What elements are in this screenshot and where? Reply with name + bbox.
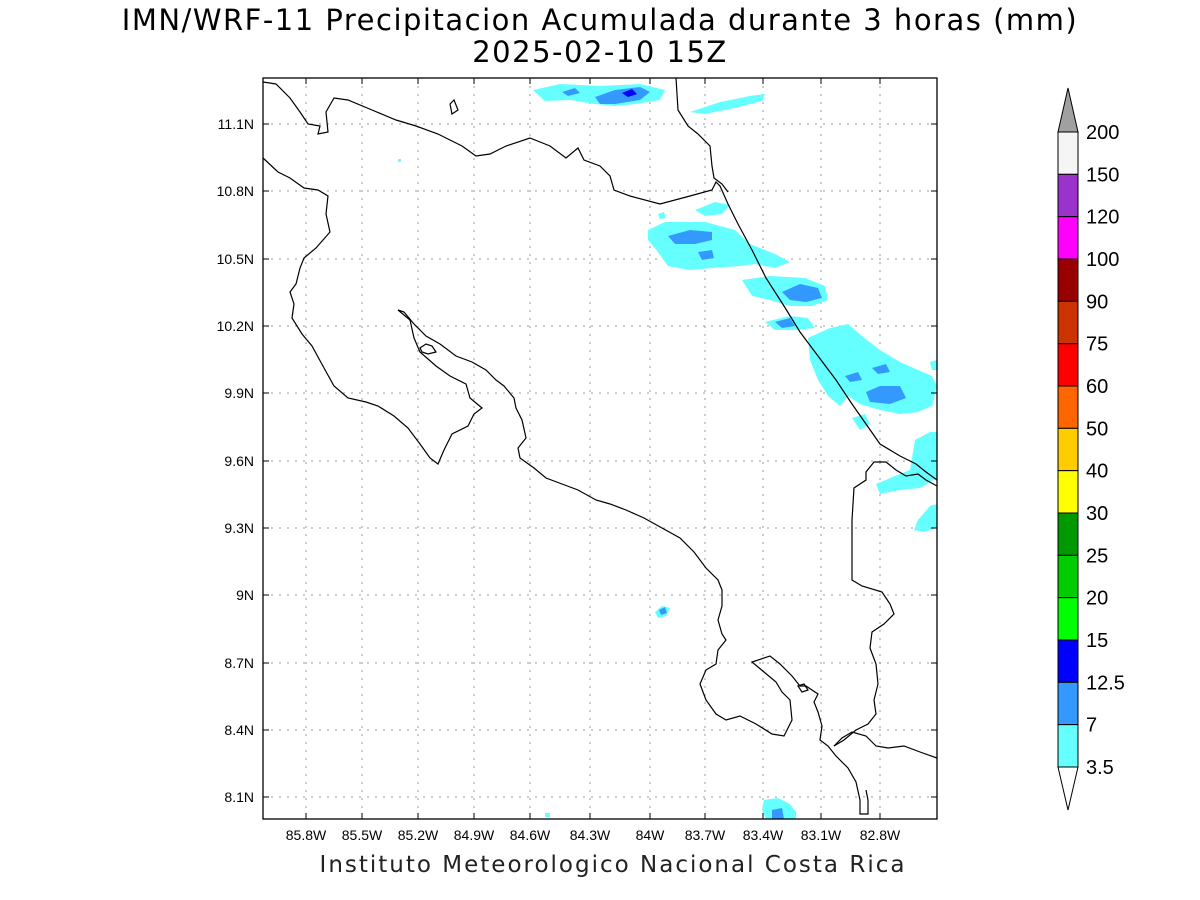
lon-label: 82.8W bbox=[860, 827, 901, 843]
colorbar-label: 150 bbox=[1086, 164, 1119, 186]
colorbar-label: 100 bbox=[1086, 249, 1119, 271]
lon-label: 84W bbox=[636, 827, 666, 843]
latitude-labels: 11.1N 10.8N 10.5N 10.2N 9.9N 9.6N 9.3N 9… bbox=[217, 116, 254, 805]
lat-label: 10.8N bbox=[217, 183, 254, 199]
lat-label: 8.7N bbox=[224, 655, 254, 671]
lat-label: 10.5N bbox=[217, 251, 254, 267]
precipitation-shading bbox=[398, 84, 937, 819]
map-title: IMN/WRF-11 Precipitacion Acumulada duran… bbox=[121, 3, 1079, 37]
colorbar-swatch bbox=[1057, 427, 1079, 472]
colorbar-label: 120 bbox=[1086, 207, 1119, 229]
colorbar-swatch bbox=[1057, 258, 1079, 302]
axis-ticks bbox=[263, 78, 937, 819]
colorbar-swatch bbox=[1057, 681, 1079, 726]
colorbar-label: 3.5 bbox=[1086, 757, 1114, 779]
colorbar-swatch bbox=[1057, 639, 1079, 683]
colorbar-label: 25 bbox=[1086, 545, 1108, 567]
colorbar-bottom-arrow bbox=[1057, 766, 1079, 811]
colorbar-label: 200 bbox=[1086, 122, 1119, 144]
colorbar-label: 50 bbox=[1086, 418, 1108, 440]
colorbar-swatch bbox=[1057, 300, 1079, 345]
colorbar-label: 12.5 bbox=[1086, 672, 1125, 694]
lon-label: 84.6W bbox=[510, 827, 551, 843]
colorbar-swatch bbox=[1057, 470, 1079, 514]
colorbar-label: 90 bbox=[1086, 291, 1108, 313]
colorbar-swatch bbox=[1057, 554, 1079, 599]
footer-institution: Instituto Meteorologico Nacional Costa R… bbox=[319, 852, 907, 878]
lat-label: 11.1N bbox=[218, 116, 254, 132]
colorbar: 200 150 120 100 90 75 60 50 40 30 25 20 15 12.5 7 3.5 bbox=[1057, 87, 1125, 811]
lat-label: 9.3N bbox=[224, 520, 254, 536]
colorbar-swatch bbox=[1057, 173, 1079, 218]
colorbar-swatch bbox=[1057, 597, 1079, 641]
colorbar-swatch bbox=[1057, 385, 1079, 429]
colorbar-label: 7 bbox=[1086, 715, 1097, 737]
colorbar-label: 75 bbox=[1086, 334, 1108, 356]
colorbar-label: 15 bbox=[1086, 630, 1108, 652]
lon-label: 84.3W bbox=[570, 827, 611, 843]
lon-label: 85.8W bbox=[286, 827, 327, 843]
lat-label: 9N bbox=[236, 587, 254, 603]
map-frame bbox=[263, 78, 937, 819]
colorbar-label: 40 bbox=[1086, 461, 1108, 483]
colorbar-label: 30 bbox=[1086, 503, 1108, 525]
lat-label: 8.4N bbox=[224, 722, 254, 738]
coastline bbox=[263, 78, 937, 815]
lon-label: 85.2W bbox=[398, 827, 439, 843]
lon-label: 85.5W bbox=[342, 827, 383, 843]
lon-label: 83.7W bbox=[685, 827, 726, 843]
lat-label: 10.2N bbox=[217, 318, 254, 334]
colorbar-swatch bbox=[1057, 216, 1079, 260]
colorbar-label: 20 bbox=[1086, 588, 1108, 610]
colorbar-label: 60 bbox=[1086, 376, 1108, 398]
lon-label: 84.9W bbox=[454, 827, 495, 843]
lon-label: 83.1W bbox=[801, 827, 842, 843]
colorbar-swatch bbox=[1057, 343, 1079, 387]
longitude-labels: 85.8W 85.5W 85.2W 84.9W 84.6W 84.3W 84W … bbox=[286, 827, 901, 843]
lat-label: 9.6N bbox=[224, 453, 254, 469]
map-gridlines bbox=[263, 78, 937, 819]
colorbar-top-arrow bbox=[1057, 87, 1079, 133]
map-subtitle-date: 2025-02-10 15Z bbox=[472, 35, 728, 69]
lat-label: 9.9N bbox=[224, 385, 254, 401]
lat-label: 8.1N bbox=[224, 789, 254, 805]
lon-label: 83.4W bbox=[743, 827, 784, 843]
colorbar-swatch bbox=[1057, 724, 1079, 768]
colorbar-swatch bbox=[1057, 131, 1079, 175]
colorbar-swatch bbox=[1057, 512, 1079, 556]
